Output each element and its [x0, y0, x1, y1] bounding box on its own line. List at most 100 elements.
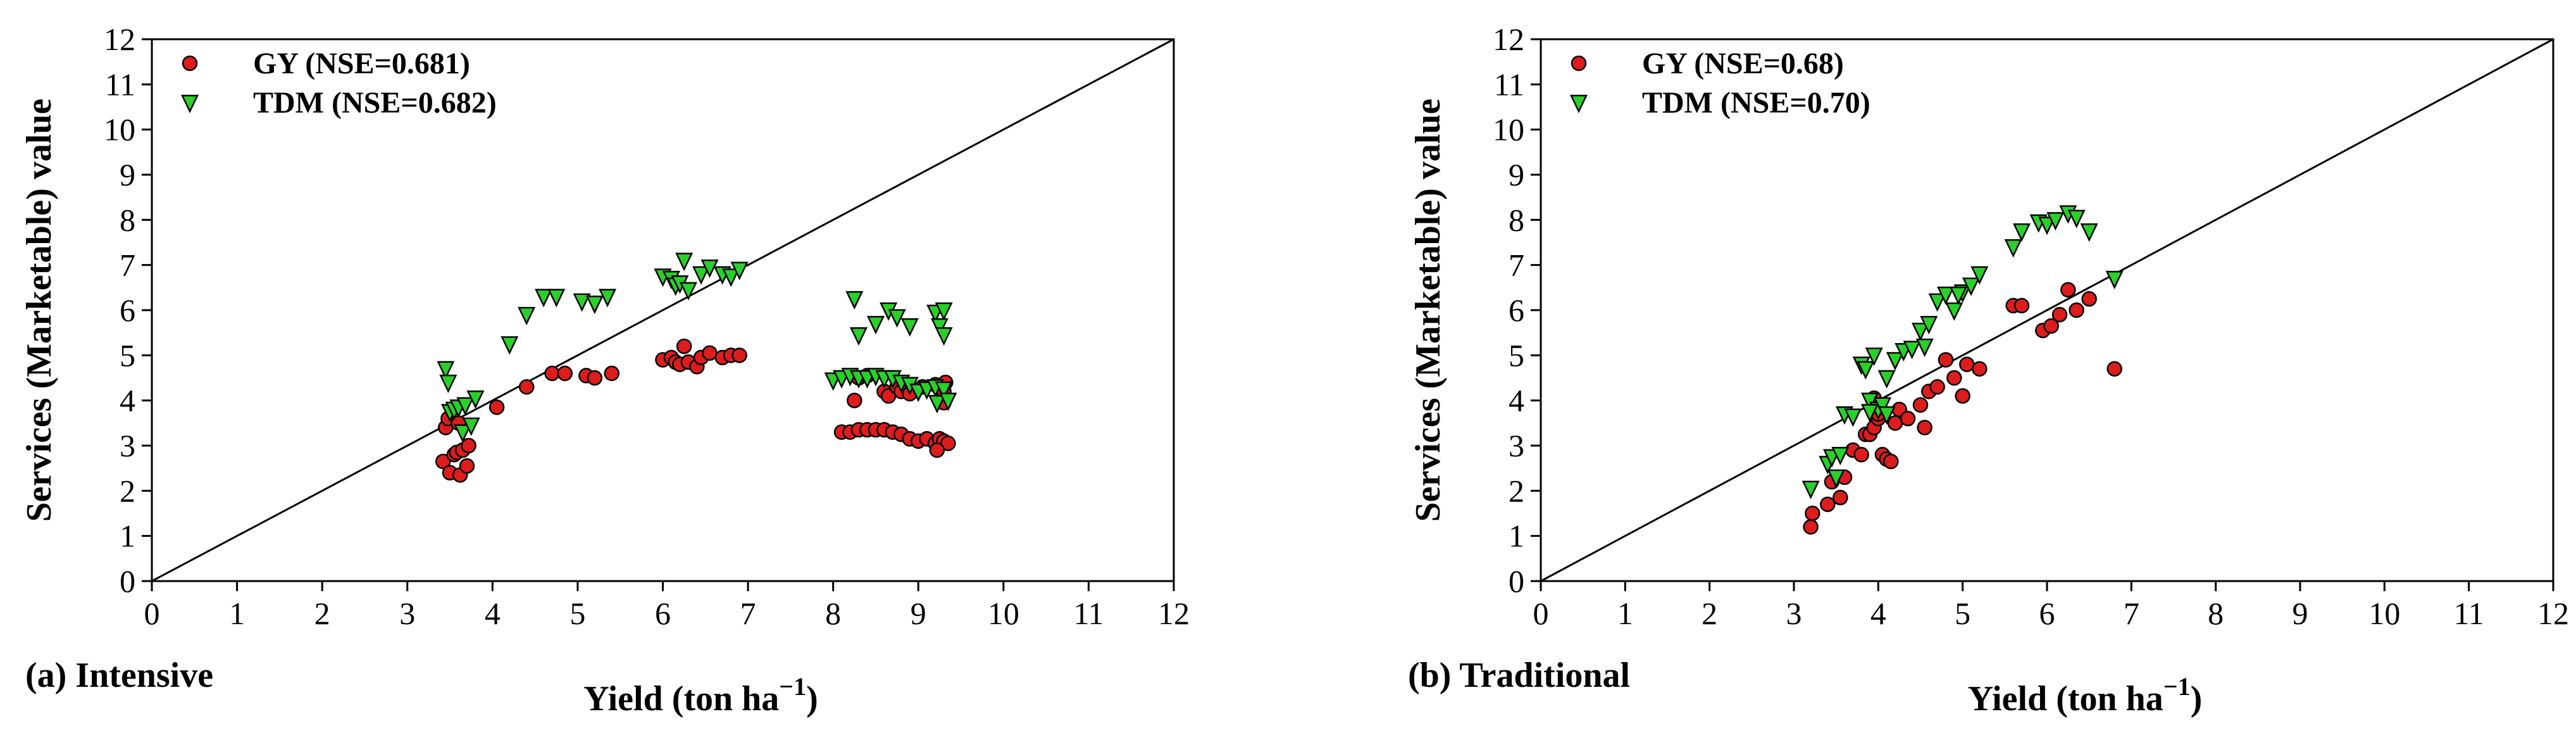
y-tick-label: 4: [120, 383, 135, 418]
tdm-point: [1874, 397, 1891, 416]
gy-point: [1853, 447, 1869, 463]
y-tick-label: 8: [120, 202, 135, 237]
tdm-point: [1801, 480, 1820, 499]
tdm-point: [535, 289, 553, 308]
tdm-point: [1970, 266, 1989, 285]
tdm-point: [722, 268, 740, 287]
gy-point: [1883, 453, 1899, 470]
gy-point: [2069, 302, 2084, 318]
y-tick-label: 5: [1509, 337, 1524, 373]
y-tick-label: 1: [120, 518, 135, 554]
gy-point: [1929, 379, 1945, 395]
tdm-point: [1962, 277, 1980, 296]
tdm-point: [573, 293, 591, 312]
tdm-point: [900, 318, 919, 337]
y-tick-label: 8: [1509, 202, 1524, 237]
gy-point: [2060, 282, 2076, 298]
x-axis-title: Yield (ton ha−1): [1968, 672, 2203, 718]
x-axis-title-main: Yield (ton ha: [583, 679, 779, 718]
gy-point: [544, 365, 560, 382]
x-tick-label: 10: [2368, 596, 2400, 631]
tdm-point: [585, 296, 604, 315]
x-axis-title-superscript: −1: [779, 672, 806, 701]
gy-point: [1803, 519, 1819, 535]
gy-point: [557, 365, 573, 382]
tdm-point: [2013, 223, 2031, 242]
y-tick-label: 11: [1494, 66, 1524, 102]
y-tick-label: 2: [1509, 473, 1524, 508]
tdm-point: [1877, 406, 1896, 425]
tdm-point: [935, 381, 953, 400]
y-tick-label: 12: [1493, 22, 1524, 57]
y-tick-label: 0: [120, 563, 135, 599]
tdm-point: [437, 361, 455, 380]
tdm-point: [675, 253, 694, 272]
tdm-point: [1831, 447, 1850, 466]
gy-point: [1912, 397, 1929, 413]
x-tick-label: 12: [2537, 596, 2569, 631]
y-tick-label: 9: [120, 157, 135, 192]
x-tick-label: 12: [1158, 596, 1190, 631]
tdm-point: [1861, 404, 1879, 423]
tdm-point: [547, 289, 566, 308]
tdm-point: [930, 318, 949, 337]
tdm-point: [1945, 302, 1963, 321]
y-tick-label: 7: [120, 247, 135, 283]
gy-point: [459, 458, 475, 474]
tdm-point: [1937, 286, 1955, 305]
x-tick-label: 4: [1870, 596, 1886, 631]
tdm-point: [1861, 392, 1879, 411]
one-to-one-line: [1540, 38, 2554, 582]
gy-point: [1887, 415, 1903, 431]
tdm-point: [939, 392, 957, 411]
y-tick-label: 3: [1509, 428, 1524, 463]
legend-entry: TDM (NSE=0.70): [1642, 86, 1870, 120]
y-tick-label: 10: [104, 112, 135, 147]
gy-point: [604, 365, 619, 382]
x-tick-label: 0: [144, 596, 160, 631]
x-tick-label: 1: [229, 596, 245, 631]
tdm-point: [1857, 361, 1875, 380]
x-tick-label: 7: [2124, 596, 2139, 631]
gy-point: [929, 442, 945, 458]
x-tick-label: 6: [655, 596, 671, 631]
gy-point: [1900, 410, 1916, 427]
tdm-point: [466, 390, 485, 409]
tdm-point: [2067, 210, 2086, 229]
gy-point: [518, 379, 535, 395]
x-tick-label: 0: [1533, 596, 1549, 631]
tdm-point: [850, 327, 868, 346]
x-tick-label: 5: [1955, 596, 1970, 631]
y-axis-title: Services (Marketable) value: [1409, 99, 1448, 522]
one-to-one-line: [151, 38, 1174, 582]
x-tick-label: 8: [825, 596, 841, 631]
y-tick-label: 0: [1509, 563, 1524, 599]
tdm-point: [730, 261, 749, 280]
tdm-point: [439, 374, 457, 394]
legend-marker-gy: [1571, 55, 1587, 72]
x-tick-label: 5: [569, 596, 585, 631]
tdm-point: [1844, 408, 1862, 427]
y-tick-label: 6: [120, 292, 135, 328]
x-tick-label: 9: [911, 596, 926, 631]
tdm-point: [1877, 370, 1896, 389]
x-tick-label: 1: [1617, 596, 1633, 631]
tdm-point: [1928, 293, 1946, 312]
tdm-point: [935, 302, 953, 321]
legend-entry: TDM (NSE=0.682): [253, 86, 497, 120]
x-tick-label: 3: [1786, 596, 1802, 631]
y-tick-label: 9: [1509, 157, 1524, 192]
y-axis-title: Services (Marketable) value: [20, 99, 59, 522]
x-tick-label: 8: [2208, 596, 2224, 631]
gy-point: [1972, 361, 1988, 377]
gy-point: [940, 435, 956, 451]
tdm-point: [700, 259, 719, 279]
tdm-point: [888, 309, 906, 328]
x-axis-title-superscript: −1: [2163, 672, 2191, 701]
y-tick-label: 1: [1509, 518, 1524, 554]
tdm-point: [1886, 352, 1904, 371]
tdm-point: [679, 282, 697, 301]
